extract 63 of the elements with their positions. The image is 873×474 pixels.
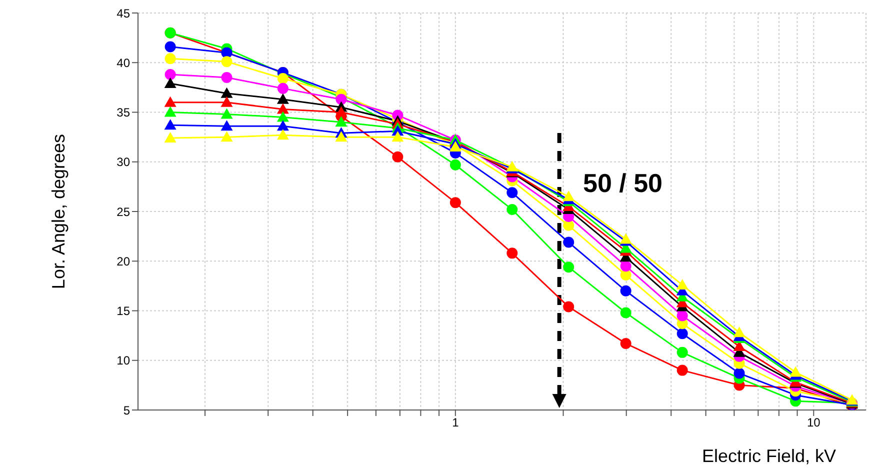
point [164,77,176,88]
y-tick-label: 35 [116,106,130,120]
point [164,41,176,52]
point [563,301,574,312]
point [676,364,688,376]
point [220,120,233,131]
point [276,120,289,131]
point [563,262,574,273]
point [676,346,688,358]
point [164,96,176,107]
point [164,132,176,143]
point [733,326,746,338]
point [450,159,461,170]
point [277,73,288,84]
point [276,111,289,122]
point [220,131,233,142]
point [506,187,518,198]
point [563,236,574,248]
point [335,106,348,117]
y-tick-label: 30 [116,155,130,170]
point [676,278,688,290]
point [620,307,632,318]
point [676,328,688,340]
point [392,151,404,162]
point [276,129,289,140]
point [221,56,232,68]
y-tick-label: 25 [116,204,130,219]
point [506,248,518,259]
point [790,366,802,377]
annotation: 50 / 50 [583,168,663,199]
x-tick-label: 1 [452,416,460,430]
y-tick-label: 20 [116,254,130,268]
point [335,131,348,142]
point [563,220,574,231]
point [620,338,632,350]
point [164,53,176,64]
point [450,197,461,208]
x-axis-title: Electric Field, kV [702,446,836,466]
point [562,190,575,202]
y-tick-label: 5 [123,403,130,418]
point [220,87,233,98]
point [620,285,632,296]
point [276,93,289,104]
point [335,116,348,127]
point [164,69,176,80]
point [276,103,289,114]
point [277,82,288,94]
point [164,106,176,117]
point [220,108,233,119]
y-tick-label: 10 [116,354,130,368]
point [620,270,632,281]
point [620,260,632,272]
y-tick-label: 45 [116,6,130,20]
y-tick-label: 40 [116,56,130,70]
point [392,131,404,142]
point [676,310,688,322]
y-axis-title: Lor. Angle, degrees [48,134,68,290]
point [506,204,518,216]
point [164,119,176,130]
point [221,72,232,84]
point [220,96,233,107]
y-tick-label: 15 [116,304,130,318]
point [734,368,745,379]
